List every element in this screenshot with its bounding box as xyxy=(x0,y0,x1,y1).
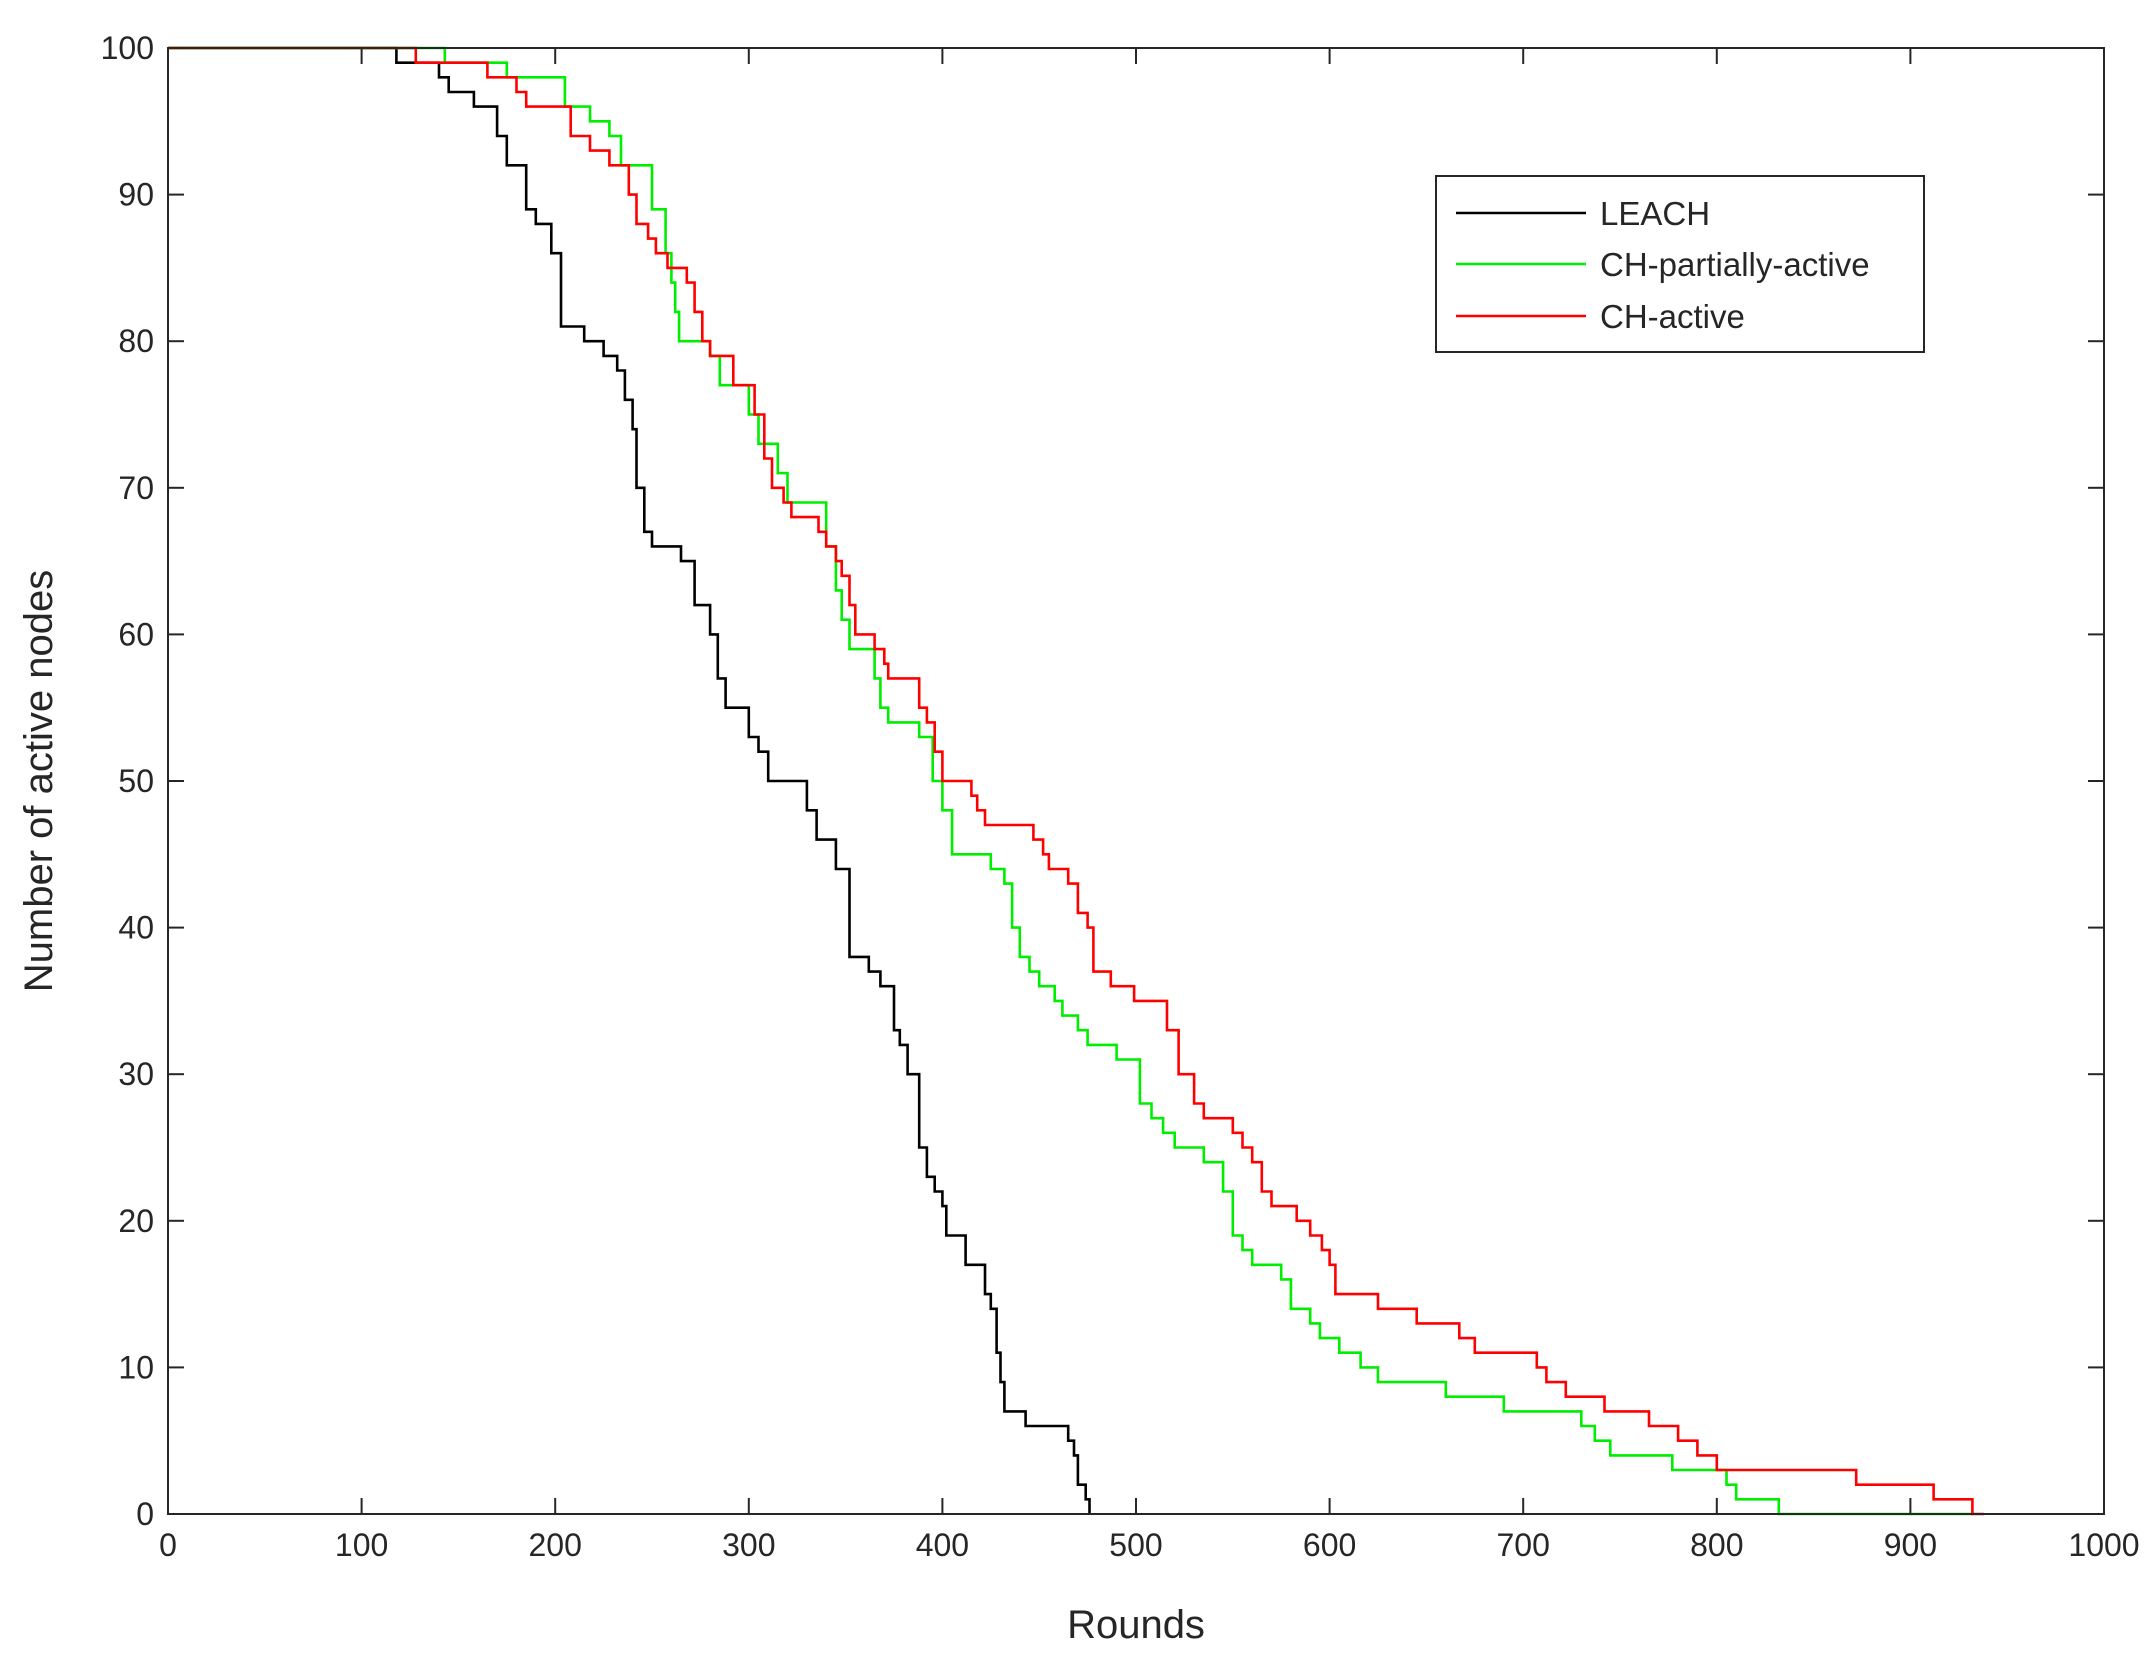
x-tick-label: 600 xyxy=(1303,1527,1356,1563)
legend-label-ch-active: CH-active xyxy=(1600,298,1745,335)
x-tick-label: 400 xyxy=(916,1527,969,1563)
legend-label-ch-partially-active: CH-partially-active xyxy=(1600,246,1870,283)
x-tick-label: 300 xyxy=(722,1527,775,1563)
y-tick-label: 80 xyxy=(118,323,154,359)
y-tick-label: 90 xyxy=(118,177,154,213)
x-axis: 0 100 200 300 400 500 600 700 800 900 1000 xyxy=(159,48,2140,1563)
series-line-ch-active xyxy=(168,46,1984,1516)
y-tick-label: 50 xyxy=(118,763,154,799)
legend-label-leach: LEACH xyxy=(1600,195,1710,232)
y-tick-label: 40 xyxy=(118,910,154,946)
y-tick-label: 60 xyxy=(118,616,154,652)
x-tick-label: 0 xyxy=(159,1527,177,1563)
x-axis-title: Rounds xyxy=(1067,1603,1205,1647)
x-tick-label: 500 xyxy=(1109,1527,1162,1563)
x-tick-label: 200 xyxy=(529,1527,582,1563)
x-tick-label: 100 xyxy=(335,1527,388,1563)
x-tick-label: 1000 xyxy=(2068,1527,2139,1563)
y-tick-label: 0 xyxy=(136,1496,154,1532)
y-axis: 0 10 20 30 40 50 60 70 80 90 100 xyxy=(101,30,2104,1532)
y-tick-label: 100 xyxy=(101,30,154,66)
x-tick-label: 700 xyxy=(1497,1527,1550,1563)
y-tick-label: 20 xyxy=(118,1203,154,1239)
series-line-ch-partially-active xyxy=(168,46,1973,1516)
y-tick-label: 30 xyxy=(118,1056,154,1092)
series-line-leach xyxy=(168,46,1091,1514)
x-tick-label: 800 xyxy=(1690,1527,1743,1563)
series-layer xyxy=(168,46,1984,1516)
y-tick-label: 70 xyxy=(118,470,154,506)
y-axis-title: Number of active nodes xyxy=(17,570,61,992)
legend: LEACH CH-partially-active CH-active xyxy=(1435,175,1925,353)
x-tick-label: 900 xyxy=(1884,1527,1937,1563)
y-tick-label: 10 xyxy=(118,1349,154,1385)
